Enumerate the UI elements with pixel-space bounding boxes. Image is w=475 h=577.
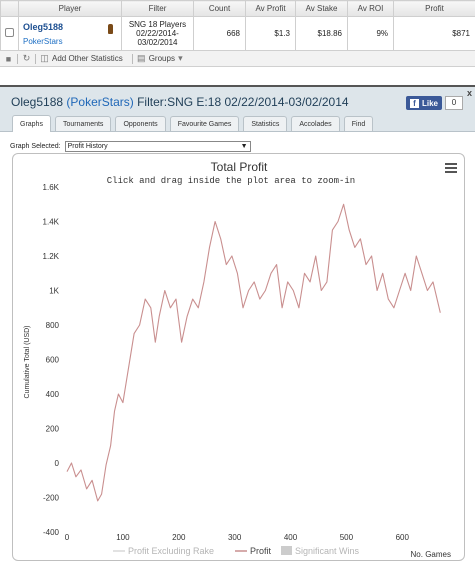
av-stake-cell: $18.86 — [295, 16, 348, 51]
refresh-icon[interactable]: ↻ — [22, 53, 31, 63]
x-tick-label: 600 — [396, 533, 410, 542]
facebook-like-label: Like — [422, 98, 439, 108]
player-window: Oleg5188 (PokerStars) Filter:SNG E:18 02… — [0, 85, 475, 577]
tab-graphs[interactable]: Graphs — [12, 115, 51, 132]
y-tick-label: 1K — [49, 287, 59, 296]
profit-series-line[interactable] — [66, 203, 441, 502]
y-axis-ticks: -400 -200 0 200 400 600 800 1K 1.2K 1.4K 1.6K — [43, 183, 60, 537]
series-group — [66, 203, 441, 502]
stats-toolbar: ■ ↻ ◫ Add Other Statistics ▤ Groups ▾ — [0, 51, 475, 67]
graph-selector-row: Graph Selected: Profit History ▼ — [10, 141, 251, 152]
header-filter[interactable]: Filter — [121, 0, 194, 17]
facebook-like-count: 0 — [445, 96, 464, 110]
y-tick-label: 0 — [55, 459, 60, 468]
filter-line-2: 02/22/2014- — [136, 29, 179, 38]
filter-line-3: 03/02/2014 — [137, 38, 178, 47]
chart-subtitle: Click and drag inside the plot area to z… — [107, 176, 355, 186]
stats-header-row: Player Filter Count Av Profit Av Stake A… — [0, 0, 475, 17]
tab-opponents[interactable]: Opponents — [115, 116, 166, 131]
groups-label: Groups — [148, 54, 175, 63]
facebook-like-button[interactable]: f Like — [406, 96, 443, 110]
y-tick-label: 1.4K — [43, 218, 60, 227]
tab-favourite-games[interactable]: Favourite Games — [169, 116, 240, 131]
stats-panel: Player Filter Count Av Profit Av Stake A… — [0, 0, 475, 67]
chart-container[interactable]: Total Profit Click and drag inside the p… — [12, 153, 465, 561]
chart-menu-icon[interactable] — [445, 163, 457, 175]
toolbar-divider — [17, 53, 18, 64]
table-row: Oleg5188 PokerStars SNG 18 Players 02/22… — [0, 16, 475, 51]
chart-title: Total Profit — [211, 160, 268, 174]
header-av-roi[interactable]: Av ROI — [347, 0, 394, 17]
y-tick-label: -200 — [43, 494, 60, 503]
legend-significant-wins[interactable]: Significant Wins — [295, 546, 360, 556]
y-tick-label: 600 — [46, 356, 60, 365]
graph-select[interactable]: Profit History ▼ — [64, 141, 251, 152]
y-tick-label: 800 — [46, 321, 60, 330]
toolbar-divider — [131, 53, 133, 64]
av-profit-cell: $1.3 — [245, 16, 296, 51]
window-title: Oleg5188 (PokerStars) Filter:SNG E:18 02… — [11, 95, 349, 109]
legend-swatch-significant-wins — [281, 546, 292, 555]
count-cell: 668 — [193, 16, 246, 51]
av-roi-cell: 9% — [347, 16, 394, 51]
legend-profit[interactable]: Profit — [250, 546, 272, 556]
title-player: Oleg5188 — [11, 95, 64, 109]
y-tick-label: 1.2K — [43, 252, 60, 261]
tab-bar: Graphs Tournaments Opponents Favourite G… — [0, 113, 475, 132]
header-player[interactable]: Player — [18, 0, 122, 17]
y-tick-label: 400 — [46, 390, 60, 399]
header-select — [0, 0, 19, 17]
header-count[interactable]: Count — [193, 0, 246, 17]
row-checkbox[interactable] — [5, 28, 14, 37]
dropdown-arrow-icon: ▼ — [240, 143, 248, 150]
x-tick-label: 500 — [340, 533, 354, 542]
header-av-stake[interactable]: Av Stake — [295, 0, 348, 17]
x-axis-ticks: 0 100 200 300 400 500 600 — [65, 533, 410, 542]
row-select-cell — [0, 16, 19, 51]
x-tick-label: 0 — [65, 533, 70, 542]
tab-statistics[interactable]: Statistics — [243, 116, 288, 131]
window-title-bar: Oleg5188 (PokerStars) Filter:SNG E:18 02… — [0, 87, 475, 118]
profit-cell: $871 — [393, 16, 475, 51]
chart-legend: Profit Excluding Rake Profit Significant… — [113, 546, 360, 556]
header-profit[interactable]: Profit — [393, 0, 475, 17]
graph-selector-label: Graph Selected: — [10, 143, 61, 150]
facebook-like-widget: f Like 0 — [406, 96, 464, 110]
tab-accolades[interactable]: Accolades — [291, 116, 340, 131]
x-tick-label: 400 — [284, 533, 298, 542]
x-tick-label: 300 — [228, 533, 242, 542]
add-stats-icon: ◫ — [40, 53, 49, 63]
profit-chart[interactable]: Total Profit Click and drag inside the p… — [13, 154, 466, 562]
groups-dropdown[interactable]: ▤ Groups ▾ — [136, 53, 188, 64]
x-tick-label: 200 — [172, 533, 186, 542]
legend-excl-rake[interactable]: Profit Excluding Rake — [128, 546, 214, 556]
groups-icon: ▤ — [136, 53, 146, 63]
tab-tournaments[interactable]: Tournaments — [54, 116, 112, 131]
y-axis-title: Cumulative Total (USD) — [24, 325, 31, 398]
graph-select-value: Profit History — [67, 143, 108, 150]
toolbar-divider — [35, 53, 36, 64]
x-tick-label: 100 — [116, 533, 130, 542]
close-icon[interactable]: x — [466, 88, 472, 98]
tab-find[interactable]: Find — [343, 116, 374, 131]
stats-table: Player Filter Count Av Profit Av Stake A… — [0, 0, 475, 51]
facebook-icon: f — [410, 98, 419, 108]
add-stats-label: Add Other Statistics — [52, 54, 123, 63]
y-tick-label: -400 — [43, 528, 60, 537]
header-av-profit[interactable]: Av Profit — [245, 0, 296, 17]
player-site-link[interactable]: PokerStars — [23, 36, 63, 46]
x-axis-title: No. Games — [411, 550, 451, 559]
player-cell: Oleg5188 PokerStars — [18, 16, 122, 51]
y-tick-label: 1.6K — [43, 183, 60, 192]
bottle-icon[interactable] — [108, 24, 113, 34]
chevron-down-icon: ▾ — [178, 53, 183, 63]
filter-cell: SNG 18 Players 02/22/2014- 03/02/2014 — [121, 16, 194, 51]
title-filter: Filter:SNG E:18 02/22/2014-03/02/2014 — [137, 95, 349, 109]
player-name-link[interactable]: Oleg5188 — [23, 21, 64, 32]
add-other-statistics-button[interactable]: ◫ Add Other Statistics — [39, 53, 123, 64]
filter-line-1: SNG 18 Players — [128, 20, 187, 29]
title-site: PokerStars — [70, 95, 130, 109]
y-tick-label: 200 — [46, 425, 60, 434]
trash-icon[interactable]: ■ — [5, 53, 12, 64]
